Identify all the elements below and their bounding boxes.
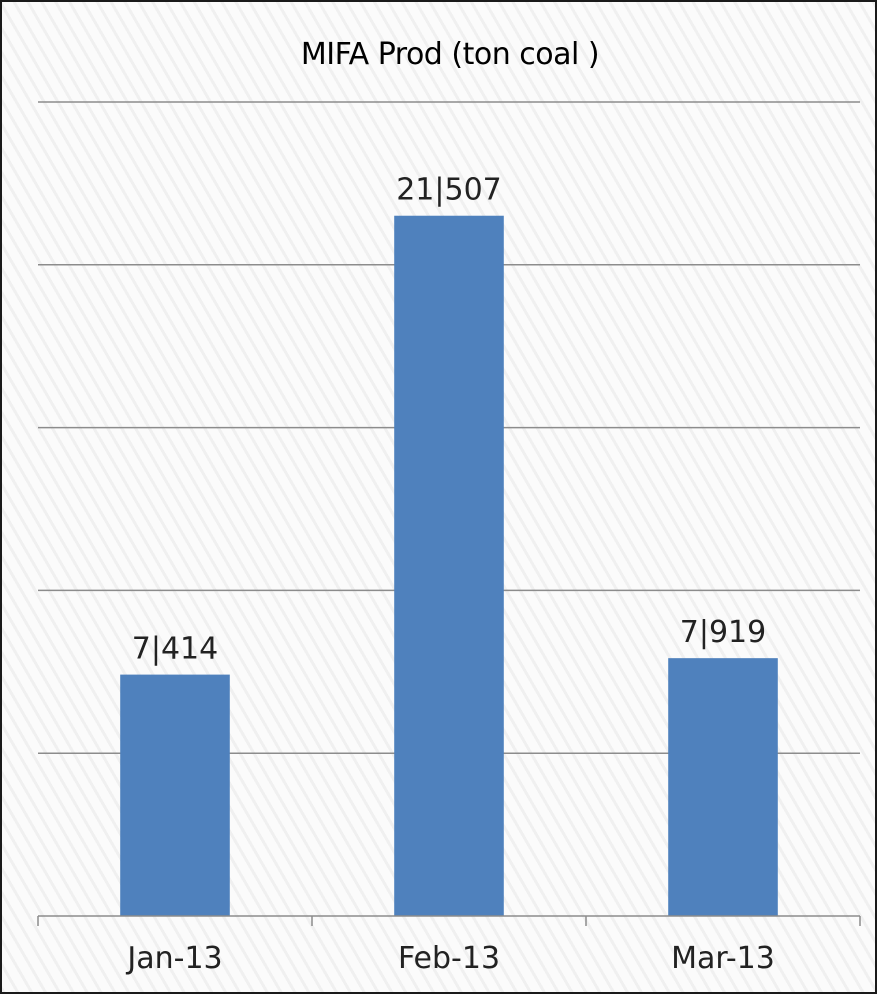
x-tick-label: Mar-13 — [671, 941, 775, 976]
bars: 7|414 21|507 7|919 — [120, 173, 778, 917]
x-axis: Jan-13 Feb-13 Mar-13 — [37, 915, 861, 976]
bar-jan-13 — [120, 674, 230, 916]
bar-feb-13 — [394, 215, 504, 917]
x-tick-label: Feb-13 — [398, 941, 500, 976]
data-label: 7|414 — [132, 632, 218, 667]
bar-mar-13 — [668, 658, 778, 916]
x-tick-label: Jan-13 — [125, 941, 222, 976]
data-label: 21|507 — [396, 173, 502, 208]
data-label: 7|919 — [680, 615, 766, 650]
chart-title: MIFA Prod (ton coal ) — [301, 37, 599, 72]
